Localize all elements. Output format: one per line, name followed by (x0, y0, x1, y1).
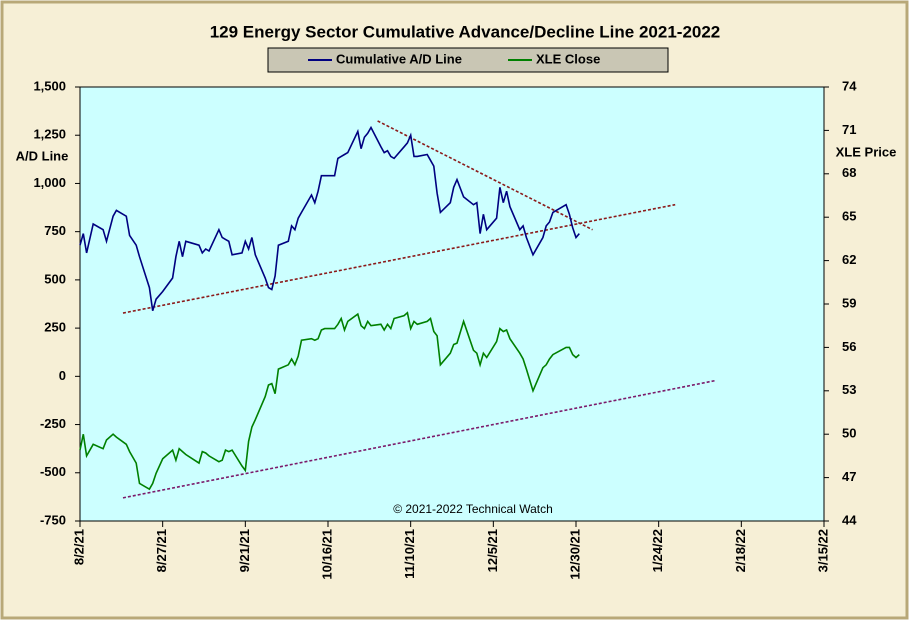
x-tick-label: 9/21/21 (237, 529, 252, 572)
x-tick-label: 8/27/21 (154, 529, 169, 572)
y-tick-label: 0 (59, 368, 66, 383)
series-line (79, 125, 580, 312)
trend-line (122, 203, 676, 314)
x-tick-label: 3/15/22 (815, 529, 830, 572)
y2-tick-label: 56 (842, 339, 856, 354)
trend-line (377, 120, 593, 231)
x-tick-label: 12/5/21 (485, 529, 500, 572)
y-tick-label: -250 (40, 416, 66, 431)
y-tick-label: 1,250 (33, 127, 66, 142)
y2-tick-label: 59 (842, 295, 856, 310)
trend-line (122, 379, 716, 499)
annotation: © 2021-2022 Technical Watch (393, 502, 553, 516)
x-tick-label: 10/16/21 (319, 529, 334, 580)
y2-axis-label: XLE Price (836, 144, 897, 159)
y-tick-label: 1,500 (33, 78, 66, 93)
x-tick-label: 1/24/22 (650, 529, 665, 572)
y-tick-label: -500 (40, 464, 66, 479)
y2-tick-label: 74 (842, 78, 857, 93)
y2-tick-label: 62 (842, 252, 856, 267)
legend-label: XLE Close (536, 51, 600, 66)
x-tick-label: 8/2/21 (71, 529, 86, 565)
y2-tick-label: 53 (842, 382, 856, 397)
y-tick-label: 500 (44, 271, 66, 286)
y2-tick-label: 47 (842, 469, 856, 484)
y2-tick-label: 71 (842, 122, 856, 137)
y-tick-label: 250 (44, 320, 66, 335)
chart-title: 129 Energy Sector Cumulative Advance/Dec… (210, 22, 721, 41)
y-axis-label: A/D Line (16, 148, 69, 163)
x-tick-label: 2/18/22 (733, 529, 748, 572)
plot-area (79, 86, 825, 522)
y-tick-label: 750 (44, 223, 66, 238)
y-tick-label: -750 (40, 512, 66, 527)
legend-label: Cumulative A/D Line (336, 51, 462, 66)
y2-tick-label: 44 (842, 512, 857, 527)
y2-tick-label: 50 (842, 426, 856, 441)
y2-tick-label: 68 (842, 165, 856, 180)
x-tick-label: 11/10/21 (402, 529, 417, 579)
legend (267, 47, 669, 73)
y-tick-label: 1,000 (33, 175, 66, 190)
series-line (79, 311, 580, 491)
x-tick-label: 12/30/21 (567, 529, 582, 580)
y2-tick-label: 65 (842, 209, 856, 224)
